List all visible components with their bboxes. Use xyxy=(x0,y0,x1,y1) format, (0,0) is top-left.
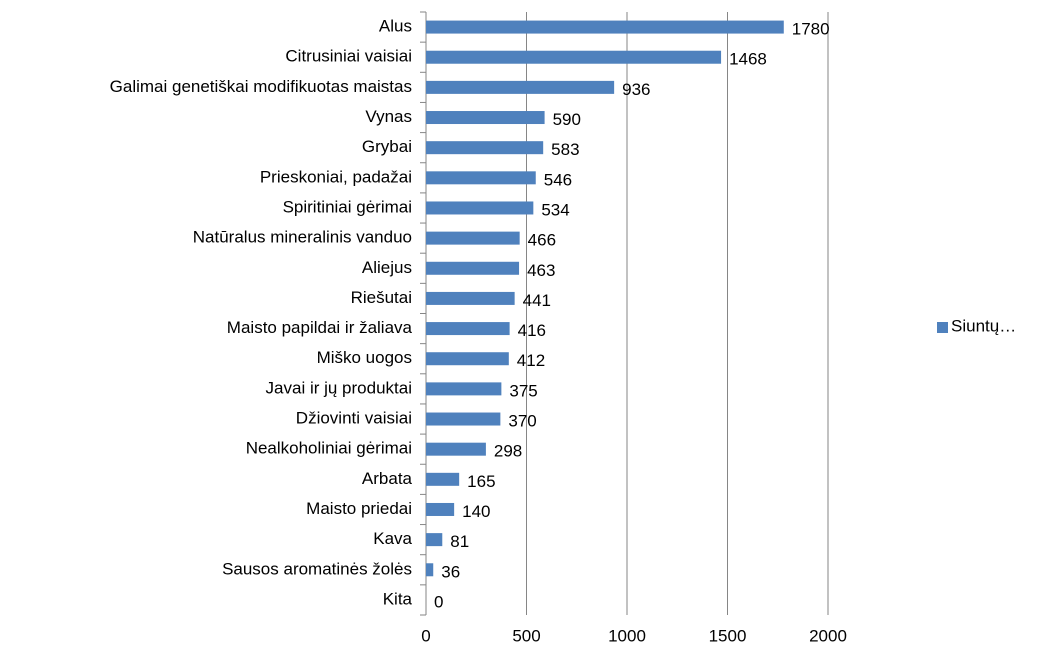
y-tick-label: Citrusiniai vaisiai xyxy=(285,47,412,66)
y-tick-label: Javai ir jų produktai xyxy=(266,378,412,397)
bar xyxy=(426,442,486,456)
data-label: 370 xyxy=(508,412,536,431)
bar xyxy=(426,322,510,336)
y-tick-label: Riešutai xyxy=(351,288,412,307)
bar xyxy=(426,201,534,215)
x-tick-label: 2000 xyxy=(809,626,847,645)
y-tick-label: Natūralus mineralinis vanduo xyxy=(193,228,412,247)
data-label: 583 xyxy=(551,140,579,159)
y-tick-label: Miško uogos xyxy=(317,348,412,367)
bar xyxy=(426,261,520,275)
y-tick-label: Spiritiniai gėrimai xyxy=(283,197,412,216)
data-label: 463 xyxy=(527,261,555,280)
data-label: 412 xyxy=(517,351,545,370)
data-label: 936 xyxy=(622,80,650,99)
bar xyxy=(426,352,509,366)
bar xyxy=(426,382,502,396)
x-tick-label: 1000 xyxy=(608,626,646,645)
y-tick-label: Maisto priedai xyxy=(306,499,412,518)
bar xyxy=(426,111,545,125)
data-label: 140 xyxy=(462,502,490,521)
bar xyxy=(426,502,455,516)
y-tick-label: Arbata xyxy=(362,469,413,488)
data-label: 416 xyxy=(518,321,546,340)
y-tick-label: Aliejus xyxy=(362,258,412,277)
x-tick-label: 500 xyxy=(512,626,540,645)
bar xyxy=(426,141,544,155)
y-tick-label: Prieskoniai, padažai xyxy=(260,167,412,186)
data-label: 534 xyxy=(541,200,569,219)
bar xyxy=(426,412,501,426)
bar xyxy=(426,291,515,305)
y-tick-label: Sausos aromatinės žolės xyxy=(222,559,412,578)
bar xyxy=(426,20,784,34)
bar xyxy=(426,231,520,245)
y-tick-label: Nealkoholiniai gėrimai xyxy=(246,439,412,458)
bar xyxy=(426,80,615,94)
y-tick-label: Vynas xyxy=(365,107,412,126)
bar xyxy=(426,533,443,547)
data-label: 1780 xyxy=(792,20,830,39)
legend-swatch xyxy=(937,322,948,333)
bar xyxy=(426,171,536,185)
y-tick-label: Džiovinti vaisiai xyxy=(296,409,412,428)
bar xyxy=(426,50,722,64)
data-label: 298 xyxy=(494,442,522,461)
y-tick-label: Kava xyxy=(373,529,412,548)
data-label: 36 xyxy=(441,562,460,581)
data-label: 0 xyxy=(434,592,443,611)
data-label: 81 xyxy=(450,532,469,551)
data-label: 466 xyxy=(528,231,556,250)
y-tick-label: Grybai xyxy=(362,137,412,156)
y-tick-label: Maisto papildai ir žaliava xyxy=(227,318,413,337)
y-tick-label: Kita xyxy=(383,589,413,608)
y-tick-label: Galimai genetiškai modifikuotas maistas xyxy=(110,77,412,96)
legend-label: Siuntų… xyxy=(951,316,1016,335)
bar xyxy=(426,563,434,577)
data-label: 1468 xyxy=(729,50,767,69)
y-tick-label: Alus xyxy=(379,17,412,36)
bar xyxy=(426,472,460,486)
x-tick-label: 0 xyxy=(421,626,430,645)
data-label: 441 xyxy=(523,291,551,310)
data-label: 165 xyxy=(467,472,495,491)
data-label: 546 xyxy=(544,170,572,189)
data-label: 590 xyxy=(553,110,581,129)
x-tick-label: 1500 xyxy=(709,626,747,645)
data-label: 375 xyxy=(509,381,537,400)
